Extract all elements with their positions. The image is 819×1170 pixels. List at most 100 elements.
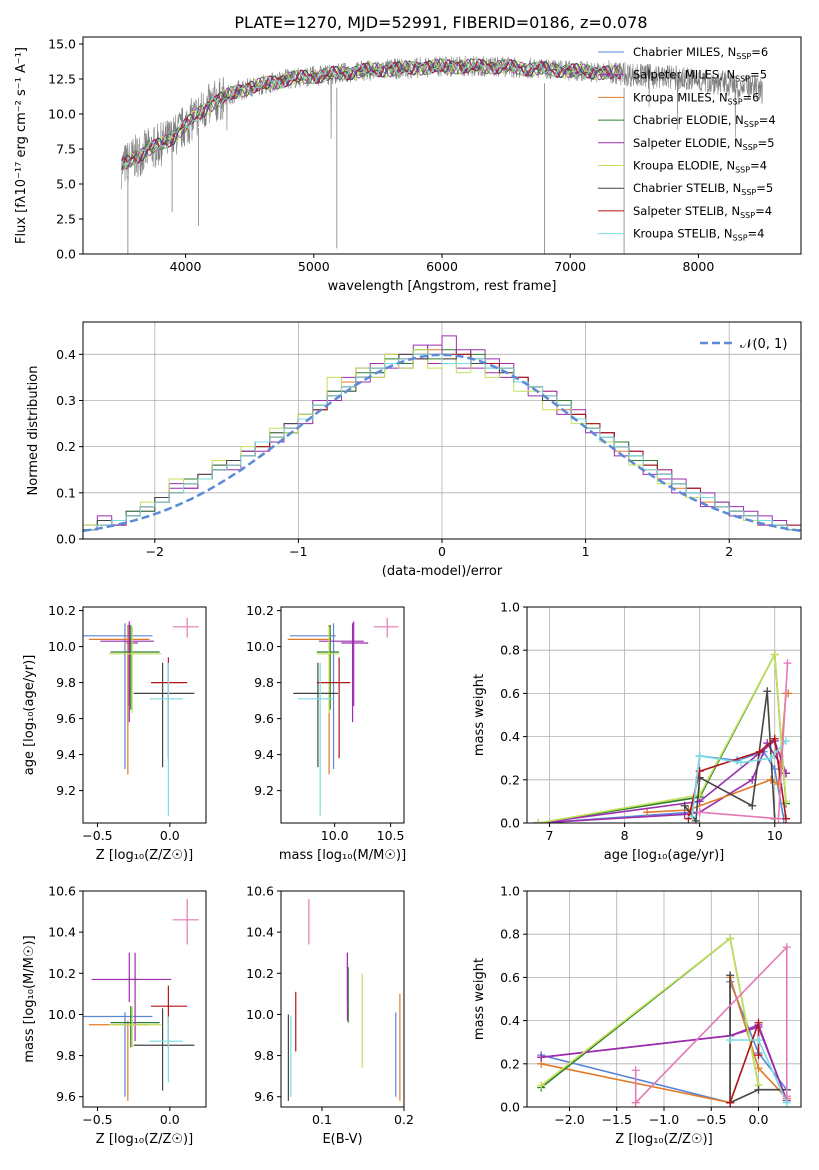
errorbar-point [151, 985, 188, 1048]
x-tick-label: −2.0 [554, 1112, 584, 1127]
massweight-marker [783, 659, 792, 668]
y-tick-label: 0.3 [56, 393, 76, 408]
y-tick-label: 10.4 [48, 925, 76, 940]
axes-frame [82, 36, 802, 255]
massweight-marker [534, 819, 543, 823]
massweight-marker [643, 808, 652, 817]
x-axis-label: Z [log₁₀(Z/Z☉)] [96, 1132, 193, 1147]
massweight-marker [755, 747, 764, 756]
massweight-series [538, 651, 787, 823]
y-tick-label: 10.2 [246, 966, 274, 981]
errorbar-point [88, 625, 150, 775]
x-tick-label: 7 [546, 828, 554, 843]
y-tick-label: 9.8 [254, 1048, 274, 1063]
legend-entry: Kroupa MILES, NSSP=6 [633, 90, 759, 106]
x-tick-label: 10.0 [321, 828, 349, 843]
y-tick-label: 10.0 [246, 1007, 274, 1022]
y-tick-label: 0.0 [56, 247, 76, 262]
x-axis-label: mass [log₁₀(M/M☉)] [279, 848, 406, 863]
legend: 𝒩(0, 1) [700, 337, 787, 352]
y-tick-label: 0.6 [500, 686, 520, 701]
massweight-marker [695, 752, 704, 761]
model-spectrum [121, 58, 622, 164]
y-tick-label: 10.0 [48, 107, 76, 122]
y-axis-label: age [log₁₀(age/yr)] [22, 655, 37, 776]
massweight-series [683, 691, 776, 823]
massweight-marker [688, 812, 697, 821]
x-tick-label: 5000 [298, 259, 330, 274]
plot-area [83, 335, 801, 539]
x-tick-label: −1 [289, 544, 307, 559]
y-tick-label: 10.6 [48, 884, 76, 899]
y-tick-label: 10.2 [48, 603, 76, 618]
massweight-marker [726, 971, 735, 980]
model-spectrum [121, 59, 622, 170]
errorbar-point [316, 657, 351, 759]
massweight-marker [781, 814, 790, 823]
y-axis-label: mass weight [472, 958, 487, 1040]
errorbar-point [83, 1012, 153, 1097]
x-tick-label: 7000 [554, 259, 586, 274]
errorbar-point [289, 623, 336, 769]
y-tick-label: 0.4 [500, 729, 520, 744]
errorbar-point [297, 662, 334, 816]
metallicity-age-panel: −0.5 0.0 9.2 9.4 9.6 9.8 10.0 10.2 Z [log₁₀(Z/Z☉… [22, 603, 207, 863]
y-tick-label: 9.6 [56, 711, 76, 726]
y-tick-label: 2.5 [56, 212, 76, 227]
x-axis-label: Z [log₁₀(Z/Z☉)] [96, 848, 193, 863]
plot-area [287, 899, 401, 1101]
x-tick-label: 0.0 [160, 828, 180, 843]
x-tick-label: 6000 [426, 259, 458, 274]
y-tick-label: 0.8 [500, 927, 520, 942]
legend-entry: Salpeter MILES, NSSP=5 [633, 68, 767, 84]
mass-age-panel: 10.0 10.5 9.2 9.4 9.6 9.8 10.0 10.2 mass [log₁₀(… [246, 603, 406, 863]
y-tick-label: 10.0 [48, 639, 76, 654]
errorbar-point [83, 623, 153, 769]
y-tick-label: 9.6 [254, 711, 274, 726]
x-tick-label: 0.0 [160, 1112, 180, 1127]
massweight-marker [726, 934, 735, 943]
massweight-marker [754, 1085, 763, 1094]
y-tick-label: 0.6 [500, 970, 520, 985]
massweight-marker [680, 810, 689, 819]
plot-area [537, 934, 791, 1107]
x-axis-label: wavelength [Angstrom, rest frame] [328, 279, 557, 294]
x-tick-label: 0.1 [312, 1112, 332, 1127]
legend-entry: Salpeter ELODIE, NSSP=5 [633, 136, 775, 152]
x-tick-label: 10.5 [377, 828, 405, 843]
y-axis-label: Flux [fλ10⁻¹⁷ erg cm⁻² s⁻¹ A⁻¹] [14, 47, 29, 244]
metallicity-massweight-panel: −2.0 −1.5 −1.0 −0.5 0.0 0.0 0.2 0.4 0.6 0.8 1.0 Z [… [472, 884, 802, 1147]
spectrum-panel: 4000 5000 6000 7000 8000 0.0 2.5 5.0 7.5 10.0 12.5… [14, 36, 802, 294]
errorbar-point [88, 1020, 150, 1101]
massweight-series [541, 1023, 788, 1101]
errorbar-point [172, 617, 199, 638]
plot-area [83, 617, 199, 816]
y-tick-label: 10.2 [48, 966, 76, 981]
axes-frame [82, 606, 207, 824]
massweight-marker [754, 1018, 763, 1027]
errorbar-point [109, 1006, 162, 1048]
legend-entry: Kroupa ELODIE, NSSP=4 [633, 159, 767, 175]
y-tick-label: 0.0 [500, 816, 520, 831]
y-tick-label: 9.4 [254, 747, 274, 762]
axes-frame [526, 890, 802, 1108]
x-axis-label: E(B-V) [322, 1132, 362, 1147]
massweight-marker [754, 1051, 763, 1060]
metallicity-mass-panel: −0.5 0.0 9.6 9.8 10.0 10.2 10.4 10.6 Z [log₁₀(Z/… [22, 884, 207, 1147]
y-axis-label: Normed distribution [26, 366, 41, 496]
errorbar-point [319, 623, 364, 723]
errorbar-point [91, 952, 172, 1042]
x-tick-label: −2 [146, 544, 164, 559]
massweight-series [538, 651, 787, 823]
errorbar-point [109, 626, 162, 714]
x-tick-label: −0.5 [696, 1112, 726, 1127]
massweight-marker [631, 1066, 640, 1075]
y-tick-label: 10.2 [246, 603, 274, 618]
x-tick-label: 2 [725, 544, 733, 559]
massweight-marker [680, 801, 689, 810]
errorbar-point [133, 662, 195, 768]
figure-title: PLATE=1270, MJD=52991, FIBERID=0186, z=0… [234, 13, 647, 32]
x-tick-label: 0 [438, 544, 446, 559]
massweight-marker [537, 1081, 546, 1090]
massweight-marker [770, 650, 779, 659]
